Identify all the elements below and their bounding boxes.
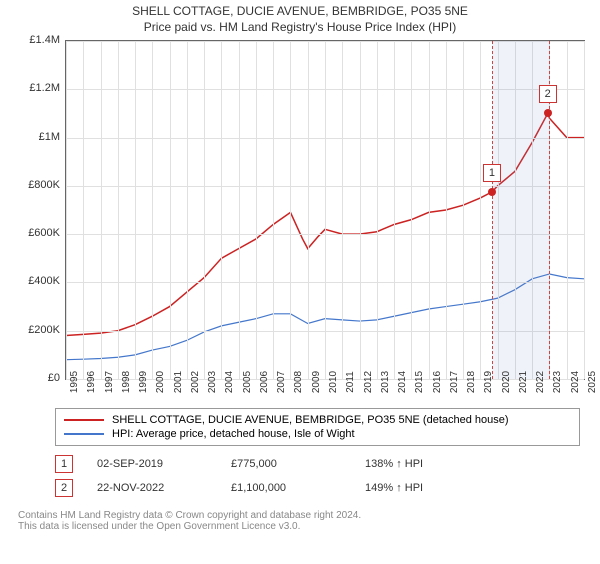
sale-price-1: £775,000: [231, 458, 341, 470]
chart-title: SHELL COTTAGE, DUCIE AVENUE, BEMBRIDGE, …: [0, 4, 600, 18]
y-tick-label: £600K: [28, 227, 60, 239]
x-tick-label: 2008: [293, 371, 304, 393]
grid-v: [480, 41, 481, 379]
chart-subtitle: Price paid vs. HM Land Registry's House …: [0, 20, 600, 34]
x-tick-label: 2012: [363, 371, 374, 393]
x-tick-label: 2003: [207, 371, 218, 393]
grid-v: [273, 41, 274, 379]
x-tick-label: 2020: [501, 371, 512, 393]
x-tick-label: 2024: [570, 371, 581, 393]
chart-area: 12 £0£200K£400K£600K£800K£1M£1.2M£1.4M19…: [15, 40, 585, 400]
sale-flag-1: 1: [55, 455, 73, 473]
grid-v: [377, 41, 378, 379]
grid-v: [152, 41, 153, 379]
legend-swatch-1: [64, 419, 104, 421]
marker-dot-1: [488, 188, 496, 196]
grid-v: [446, 41, 447, 379]
grid-v: [463, 41, 464, 379]
grid-v: [429, 41, 430, 379]
x-tick-label: 2016: [432, 371, 443, 393]
x-tick-label: 2007: [276, 371, 287, 393]
x-tick-label: 2009: [311, 371, 322, 393]
grid-v: [584, 41, 585, 379]
grid-v: [66, 41, 67, 379]
footer-line-1: Contains HM Land Registry data © Crown c…: [18, 510, 600, 521]
sale-pct-1: 138% ↑ HPI: [365, 458, 475, 470]
grid-v: [394, 41, 395, 379]
sale-row-2: 2 22-NOV-2022 £1,100,000 149% ↑ HPI: [55, 476, 580, 500]
legend-label-2: HPI: Average price, detached house, Isle…: [112, 428, 355, 440]
x-tick-label: 1999: [138, 371, 149, 393]
x-tick-label: 2019: [483, 371, 494, 393]
legend-swatch-2: [64, 433, 104, 435]
grid-v: [239, 41, 240, 379]
y-tick-label: £1.2M: [29, 82, 60, 94]
legend-item-series-1: SHELL COTTAGE, DUCIE AVENUE, BEMBRIDGE, …: [64, 413, 571, 427]
x-tick-label: 2010: [328, 371, 339, 393]
grid-v: [325, 41, 326, 379]
grid-v: [360, 41, 361, 379]
y-tick-label: £800K: [28, 179, 60, 191]
x-tick-label: 2002: [190, 371, 201, 393]
grid-v: [256, 41, 257, 379]
grid-v: [308, 41, 309, 379]
footer-line-2: This data is licensed under the Open Gov…: [18, 521, 600, 532]
grid-v: [221, 41, 222, 379]
y-tick-label: £0: [48, 372, 60, 384]
x-tick-label: 2001: [173, 371, 184, 393]
marker-flag-2: 2: [539, 85, 557, 103]
marker-flag-1: 1: [483, 164, 501, 182]
x-tick-label: 2013: [380, 371, 391, 393]
plot-region: 12: [65, 40, 585, 380]
y-tick-label: £400K: [28, 275, 60, 287]
sale-row-1: 1 02-SEP-2019 £775,000 138% ↑ HPI: [55, 452, 580, 476]
legend-label-1: SHELL COTTAGE, DUCIE AVENUE, BEMBRIDGE, …: [112, 414, 509, 426]
grid-v: [567, 41, 568, 379]
legend-item-series-2: HPI: Average price, detached house, Isle…: [64, 427, 571, 441]
grid-v: [135, 41, 136, 379]
grid-v: [83, 41, 84, 379]
sale-flag-2: 2: [55, 479, 73, 497]
grid-v: [342, 41, 343, 379]
sale-date-2: 22-NOV-2022: [97, 482, 207, 494]
y-tick-label: £1M: [39, 131, 60, 143]
grid-v: [290, 41, 291, 379]
grid-v: [101, 41, 102, 379]
sale-date-1: 02-SEP-2019: [97, 458, 207, 470]
marker-dot-2: [544, 109, 552, 117]
x-tick-label: 2000: [155, 371, 166, 393]
x-tick-label: 2011: [345, 371, 356, 393]
x-tick-label: 2025: [587, 371, 598, 393]
x-tick-label: 1997: [104, 371, 115, 393]
grid-v: [204, 41, 205, 379]
x-tick-label: 2006: [259, 371, 270, 393]
sale-price-2: £1,100,000: [231, 482, 341, 494]
x-tick-label: 2022: [535, 371, 546, 393]
chart-container: SHELL COTTAGE, DUCIE AVENUE, BEMBRIDGE, …: [0, 4, 600, 564]
legend-box: SHELL COTTAGE, DUCIE AVENUE, BEMBRIDGE, …: [55, 408, 580, 446]
footer-credits: Contains HM Land Registry data © Crown c…: [18, 510, 600, 532]
grid-v: [411, 41, 412, 379]
x-tick-label: 1998: [121, 371, 132, 393]
x-tick-label: 2004: [224, 371, 235, 393]
x-tick-label: 2017: [449, 371, 460, 393]
sale-pct-2: 149% ↑ HPI: [365, 482, 475, 494]
x-tick-label: 2021: [518, 371, 529, 393]
x-tick-label: 1995: [69, 371, 80, 393]
grid-v: [170, 41, 171, 379]
y-tick-label: £200K: [28, 324, 60, 336]
x-tick-label: 2015: [414, 371, 425, 393]
x-tick-label: 2023: [552, 371, 563, 393]
x-tick-label: 2014: [397, 371, 408, 393]
grid-v: [187, 41, 188, 379]
x-tick-label: 1996: [86, 371, 97, 393]
x-tick-label: 2018: [466, 371, 477, 393]
sale-annotations: 1 02-SEP-2019 £775,000 138% ↑ HPI 2 22-N…: [55, 452, 580, 500]
x-tick-label: 2005: [242, 371, 253, 393]
grid-v: [118, 41, 119, 379]
y-tick-label: £1.4M: [29, 34, 60, 46]
